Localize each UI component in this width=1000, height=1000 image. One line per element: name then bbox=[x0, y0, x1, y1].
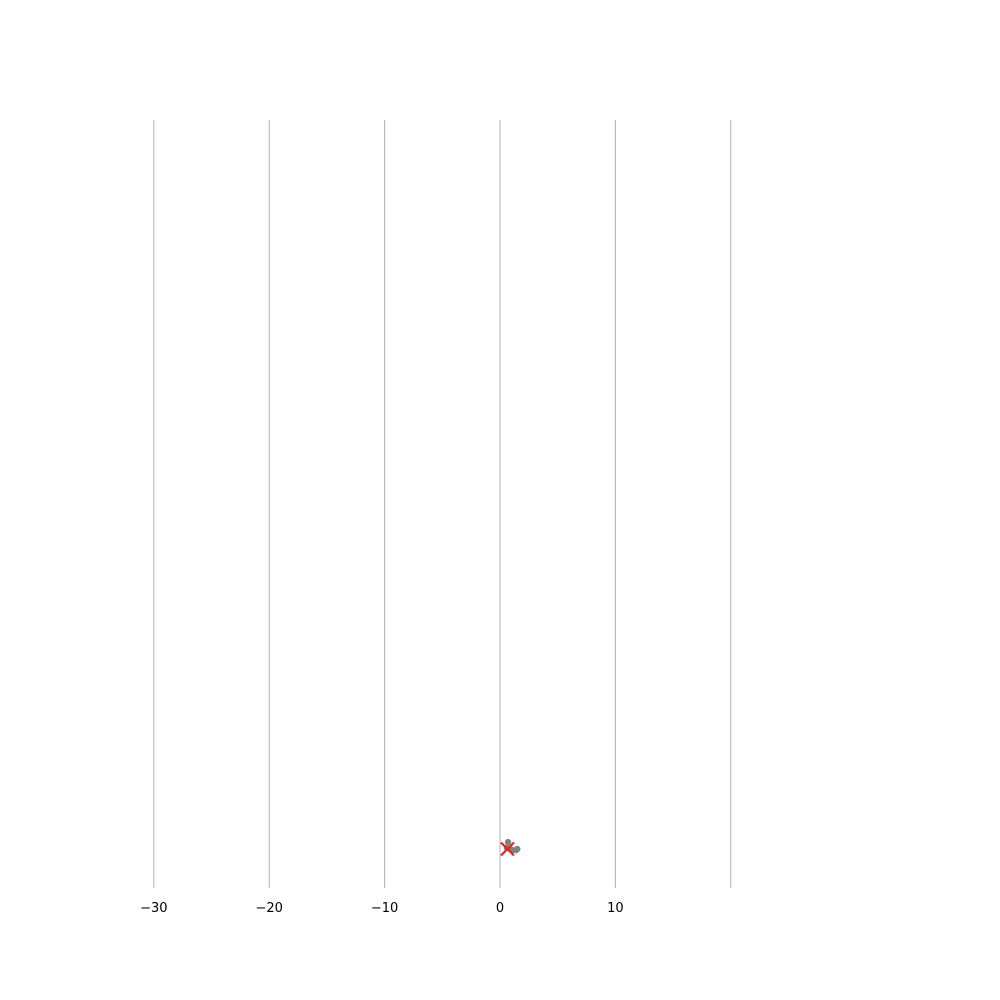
x-tick-labels: −30 −20 −10 0 10 bbox=[140, 901, 624, 916]
data-point-gray-0 bbox=[504, 838, 512, 846]
x-tick-label-2: −10 bbox=[371, 901, 398, 916]
x-tick-label-3: 0 bbox=[496, 901, 504, 916]
data-point-red-x-0 bbox=[500, 841, 515, 857]
data-point-gray-4 bbox=[514, 845, 521, 853]
x-tick-label-0: −30 bbox=[140, 901, 167, 916]
x-tick-label-4: 10 bbox=[607, 901, 624, 916]
x-tick-label-1: −20 bbox=[256, 901, 283, 916]
grid-lines bbox=[153, 120, 732, 888]
data-points bbox=[500, 838, 521, 857]
